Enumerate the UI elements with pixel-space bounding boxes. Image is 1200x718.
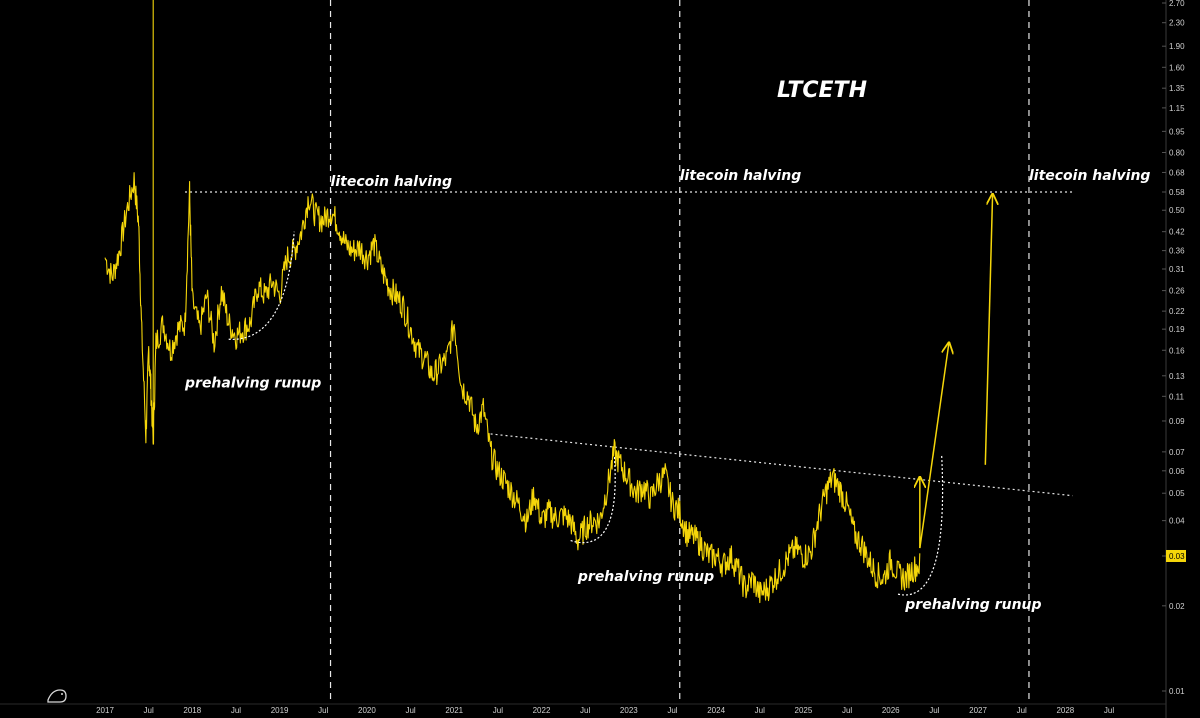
halving-label: prehalving runup	[184, 376, 321, 392]
time-tick-label: Jul	[1104, 706, 1114, 715]
current-price-badge	[1166, 549, 1186, 562]
time-tick-label: Jul	[405, 706, 415, 715]
guide-lines	[185, 0, 1073, 704]
time-tick-label: Jul	[493, 706, 503, 715]
annotation-labels: litecoin halving litecoin halving litecoin…	[184, 168, 1150, 613]
time-tick-label: Jul	[1017, 706, 1027, 715]
time-tick-label: 2027	[969, 706, 987, 715]
price-axis: 2.70 2.30 1.90 1.60 1.35 1.15 0.95 0.80 0.68 0.58…	[1162, 0, 1186, 718]
price-tick-label: 1.15	[1169, 104, 1185, 113]
halving-label: litecoin halving	[1029, 168, 1150, 184]
price-tick-label: 0.26	[1169, 287, 1185, 296]
price-tick-label: 0.50	[1169, 206, 1185, 215]
time-tick-label: 2025	[795, 706, 813, 715]
price-tick-label: 0.07	[1169, 448, 1185, 457]
price-tick-label: 0.36	[1169, 247, 1185, 256]
time-tick-label: Jul	[144, 706, 154, 715]
time-tick-label: 2028	[1056, 706, 1074, 715]
price-tick-label: 0.58	[1169, 188, 1185, 197]
ltceth-price-line	[104, 172, 921, 604]
price-tick-label: 0.01	[1169, 687, 1185, 696]
halving-label: litecoin halving	[331, 174, 452, 190]
time-tick-label: 2021	[445, 706, 463, 715]
price-tick-label: 0.09	[1169, 417, 1185, 426]
price-tick-label: 0.05	[1169, 489, 1185, 498]
price-tick-label: 0.22	[1169, 307, 1185, 316]
time-tick-label: 2020	[358, 706, 376, 715]
halving-label: prehalving runup	[577, 569, 714, 585]
price-tick-label: 0.80	[1169, 148, 1185, 157]
price-tick-label: 1.35	[1169, 84, 1185, 93]
projection-arrow	[919, 343, 949, 549]
price-line-layer	[104, 0, 921, 604]
price-tick-label: 1.60	[1169, 63, 1185, 72]
time-tick-label: Jul	[842, 706, 852, 715]
time-tick-label: 2023	[620, 706, 638, 715]
projection-arrow	[984, 194, 992, 465]
time-tick-label: 2017	[96, 706, 114, 715]
runup-curve-2027	[897, 455, 944, 596]
price-tick-label: 0.95	[1169, 127, 1185, 136]
price-tick-label: 0.04	[1169, 517, 1185, 526]
price-tick-label: 0.31	[1169, 265, 1185, 274]
chart-title: LTCETH	[777, 78, 867, 103]
time-tick-label: 2026	[882, 706, 900, 715]
current-price-label: 0.03	[1169, 552, 1185, 561]
price-tick-label: 0.42	[1169, 228, 1185, 237]
halving-label: prehalving runup	[904, 597, 1041, 613]
time-tick-label: 2019	[271, 706, 289, 715]
price-tick-label: 0.13	[1169, 372, 1185, 381]
price-tick-label: 0.68	[1169, 168, 1185, 177]
time-tick-label: Jul	[667, 706, 677, 715]
price-tick-label: 0.06	[1169, 467, 1185, 476]
time-tick-label: 2024	[707, 706, 725, 715]
runup-curve-2019	[228, 231, 295, 340]
tradingview-logo-icon[interactable]	[47, 689, 67, 703]
time-tick-label: 2022	[533, 706, 551, 715]
price-tick-label: 0.16	[1169, 346, 1185, 355]
price-tick-label: 2.30	[1169, 19, 1185, 28]
price-tick-label: 0.19	[1169, 325, 1185, 334]
price-tick-label: 0.11	[1169, 392, 1185, 401]
runup-curve-2023	[570, 455, 616, 544]
price-tick-label: 2.70	[1169, 0, 1185, 8]
halving-label: litecoin halving	[680, 168, 801, 184]
price-tick-label: 0.02	[1169, 602, 1185, 611]
time-tick-label: Jul	[231, 706, 241, 715]
drawing-overlays	[228, 194, 993, 596]
time-tick-label: Jul	[755, 706, 765, 715]
time-tick-label: Jul	[318, 706, 328, 715]
time-tick-label: 2018	[183, 706, 201, 715]
price-tick-label: 1.90	[1169, 42, 1185, 51]
time-tick-label: Jul	[929, 706, 939, 715]
time-axis: 2017 Jul 2018 Jul 2019 Jul 2020 Jul 2021 Jul 2022 J…	[0, 703, 1166, 715]
time-tick-label: Jul	[580, 706, 590, 715]
